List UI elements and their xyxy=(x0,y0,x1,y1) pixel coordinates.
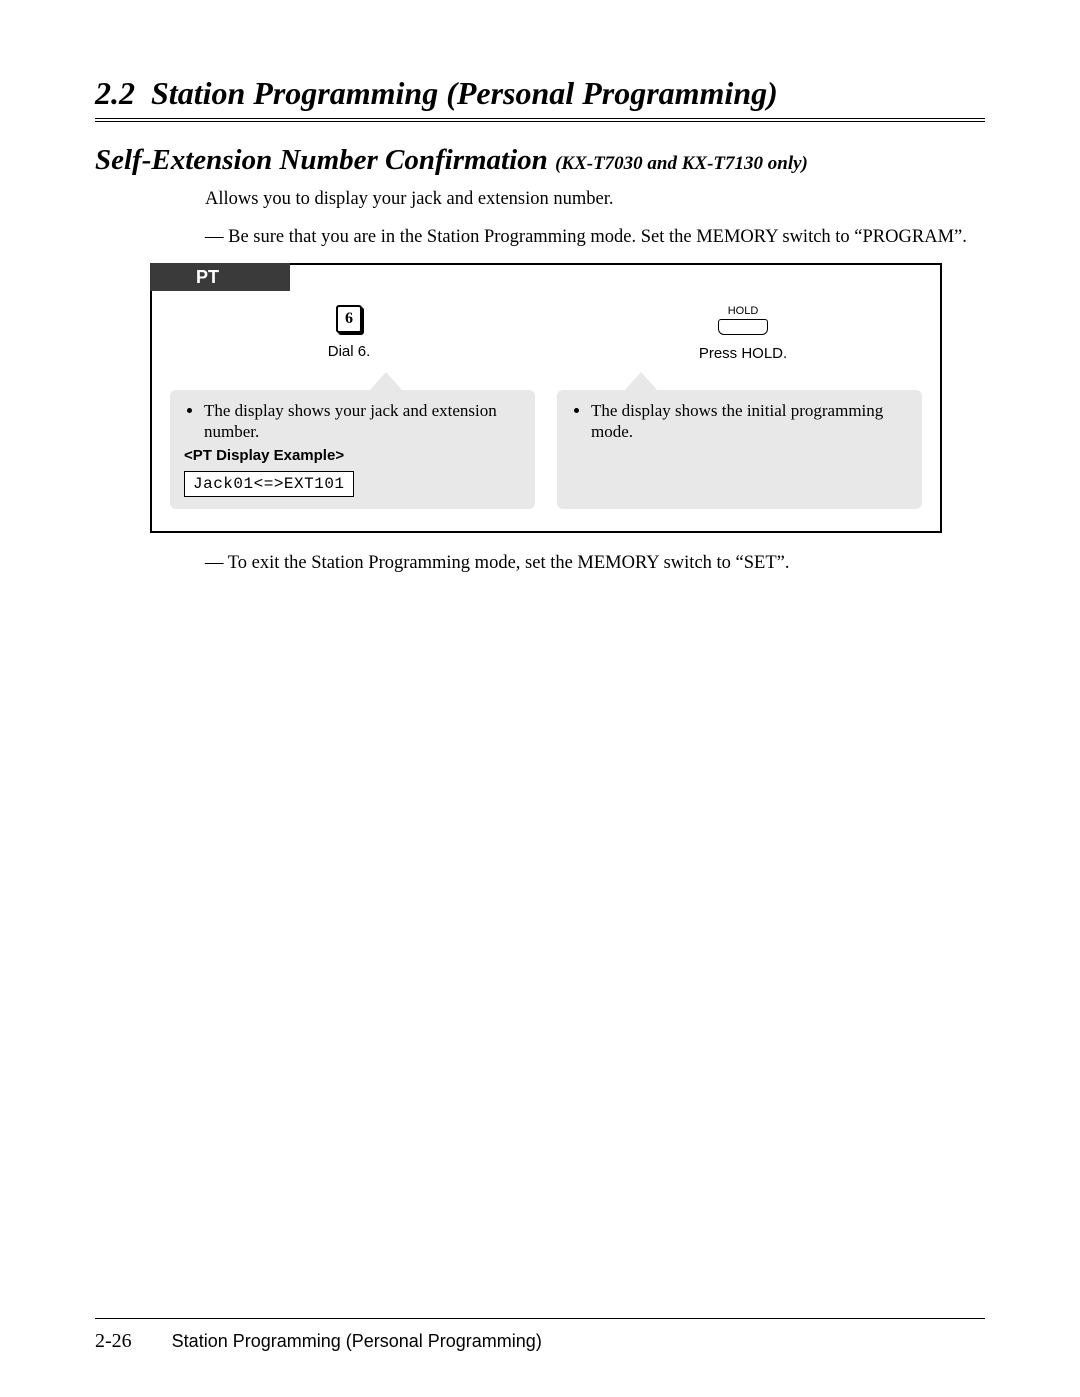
keypad-6-icon: 6 xyxy=(336,305,362,333)
pt-tab: PT xyxy=(150,263,290,291)
section-heading: 2.2 Station Programming (Personal Progra… xyxy=(95,75,985,112)
steps-row: 6 Dial 6. HOLD Press HOLD. xyxy=(152,291,940,362)
step2-caption: Press HOLD. xyxy=(699,345,787,362)
display-example-title: <PT Display Example> xyxy=(184,447,521,466)
topic-heading: Self-Extension Number Confirmation (KX-T… xyxy=(95,144,985,177)
step1-caption: Dial 6. xyxy=(328,343,371,360)
topic-title-text: Self-Extension Number Confirmation xyxy=(95,144,548,176)
intro-text: Allows you to display your jack and exte… xyxy=(205,187,975,211)
post-note-text: — To exit the Station Programming mode, … xyxy=(205,551,975,575)
precondition-text: — Be sure that you are in the Station Pr… xyxy=(205,225,975,249)
section-title-text: Station Programming (Personal Programmin… xyxy=(151,75,778,111)
page-footer: 2-26 Station Programming (Personal Progra… xyxy=(95,1330,542,1353)
footer-text: Station Programming (Personal Programmin… xyxy=(172,1331,542,1351)
hold-key-shape xyxy=(718,319,768,335)
step-dial-6: 6 Dial 6. xyxy=(152,305,546,362)
callout-step2: The display shows the initial programmin… xyxy=(557,390,922,509)
footer-rule xyxy=(95,1318,985,1319)
hold-button-icon: HOLD xyxy=(718,305,768,335)
callout-pointer-icon xyxy=(625,372,657,390)
callout-step1: The display shows your jack and extensio… xyxy=(170,390,535,509)
display-example-value: Jack01<=>EXT101 xyxy=(184,471,354,497)
page-number: 2-26 xyxy=(95,1330,132,1352)
topic-models: (KX-T7030 and KX-T7130 only) xyxy=(555,153,808,174)
callout-pointer-icon xyxy=(370,372,402,390)
section-rule xyxy=(95,118,985,122)
callout1-text: The display shows your jack and extensio… xyxy=(204,400,521,443)
procedure-box: PT 6 Dial 6. HOLD Press HOLD. The displa… xyxy=(150,263,942,533)
section-number: 2.2 xyxy=(95,75,135,111)
callout2-text: The display shows the initial programmin… xyxy=(591,400,908,443)
callouts-row: The display shows your jack and extensio… xyxy=(152,390,940,509)
hold-label: HOLD xyxy=(728,305,759,317)
step-press-hold: HOLD Press HOLD. xyxy=(546,305,940,362)
